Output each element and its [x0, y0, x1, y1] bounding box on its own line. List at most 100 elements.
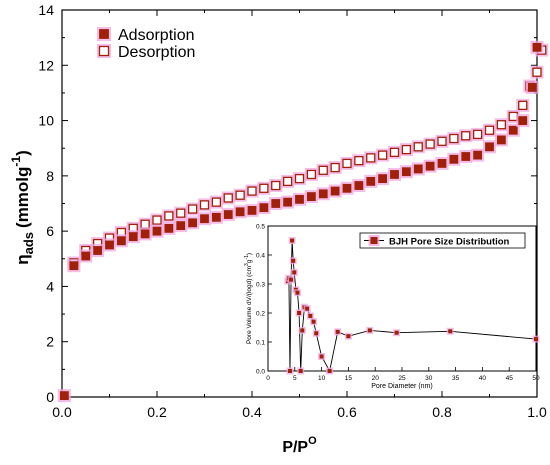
y-axis-label: ηads (mmolg-1) — [9, 150, 36, 265]
adsorption-point — [188, 218, 198, 228]
desorption-point — [461, 131, 471, 141]
y-tick-label: 10 — [38, 113, 54, 129]
inset-bjh-chart: 0 5 10 15 20 25 30 35 40 45 50 0.0 0.1 0.2 0.3 0.4 0.5 Po… — [244, 224, 540, 391]
desorption-point — [401, 144, 412, 155]
inset-legend-label: BJH Pore Size Distribution — [389, 237, 510, 248]
bjh-point — [287, 369, 292, 373]
inset-x-tick-label: 40 — [479, 375, 487, 382]
desorption-point — [152, 215, 162, 225]
desorption-point — [140, 219, 150, 229]
bjh-point — [305, 306, 310, 311]
adsorption-point — [401, 167, 411, 177]
inset-y-tick-label: 0.1 — [256, 340, 265, 347]
adsorption-point — [508, 125, 518, 135]
adsorption-point — [200, 214, 209, 224]
desorption-point — [223, 193, 233, 203]
adsorption-point — [518, 116, 528, 125]
inset-legend: BJH Pore Size Distribution — [359, 232, 526, 249]
bjh-point — [335, 329, 340, 334]
adsorption-point — [152, 226, 162, 236]
bjh-point — [311, 319, 316, 324]
desorption-point — [425, 139, 435, 149]
desorption-point — [164, 211, 174, 221]
inset-y-label-sup2: -1 — [244, 255, 250, 260]
bjh-point — [346, 334, 351, 339]
desorption-point — [282, 176, 293, 187]
x-tick-label: 0.4 — [242, 404, 262, 420]
bjh-point — [289, 277, 294, 282]
desorption-point — [496, 120, 507, 130]
inset-x-tick-label: 25 — [398, 375, 406, 382]
bjh-point — [292, 270, 297, 275]
bjh-point — [534, 337, 538, 342]
inset-x-axis-label: Pore Diameter (nm) — [371, 383, 432, 390]
adsorption-point — [449, 154, 459, 164]
adsorption-point — [164, 223, 174, 233]
x-tick-label: 0.8 — [432, 404, 452, 420]
desorption-point — [389, 147, 400, 158]
inset-y-tick-label: 0.5 — [256, 224, 265, 231]
desorption-point — [199, 200, 210, 210]
adsorption-point — [318, 189, 328, 199]
inset-legend-box — [359, 232, 526, 249]
desorption-point — [318, 165, 328, 175]
desorption-point — [235, 190, 245, 200]
inset-x-tick-label: 20 — [372, 375, 380, 382]
inset-x-tick-label: 35 — [452, 375, 460, 382]
desorption-point — [176, 208, 186, 218]
inset-y-label-sup: 3 — [244, 263, 250, 266]
adsorption-point — [342, 183, 352, 193]
desorption-point — [472, 129, 483, 140]
bjh-point — [297, 311, 302, 315]
x-axis-label-main: P/P — [282, 439, 308, 456]
inset-x-tick-label: 50 — [532, 375, 540, 382]
inset-x-tick-label: 10 — [318, 375, 326, 382]
adsorption-point — [223, 210, 233, 219]
y-tick-label: 6 — [46, 223, 54, 239]
adsorption-point — [366, 176, 376, 186]
main-isotherm-chart: 0.0 0.2 0.4 0.6 0.8 1.002468101214P/POηads(mm… — [9, 2, 549, 456]
desorption-point — [508, 111, 518, 122]
x-tick-label: 0.0 — [52, 404, 72, 420]
bjh-point — [367, 328, 372, 333]
adsorption-point — [527, 83, 537, 92]
inset-x-tick-label: 0 — [266, 375, 270, 382]
desorption-point — [437, 136, 447, 146]
desorption-point — [271, 180, 281, 191]
adsorption-point — [461, 152, 471, 161]
legend-marker-adsorption — [99, 29, 109, 39]
inset-legend-marker — [370, 237, 378, 244]
y-tick-label: 0 — [46, 389, 54, 405]
inset-x-tick-label: 30 — [425, 375, 433, 382]
adsorption-point — [306, 192, 316, 201]
adsorption-point — [283, 197, 293, 207]
adsorption-point — [330, 186, 340, 196]
desorption-point — [413, 142, 423, 152]
inset-y-axis-label: Pore Volume dV/(logd) (cm3g-1) — [244, 253, 253, 344]
legend-label-desorption: Desorption — [118, 44, 195, 61]
inset-plot-frame — [267, 225, 537, 372]
bjh-point — [319, 354, 324, 359]
desorption-point — [306, 169, 317, 180]
adsorption-point — [140, 229, 150, 239]
legend-marker-desorption — [98, 45, 110, 57]
desorption-point — [342, 158, 352, 169]
adsorption-point — [295, 194, 304, 204]
y-label-units-close: ) — [13, 150, 32, 156]
desorption-point — [354, 156, 364, 166]
inset-y-label-mid: g — [246, 259, 253, 263]
inset-y-tick-label: 0.3 — [256, 282, 265, 289]
adsorption-point — [437, 159, 447, 168]
inset-y-label-main: Pore Volume dV/(logd) (cm — [246, 266, 253, 344]
bjh-point — [448, 329, 453, 334]
legend-label-adsorption: Adsorption — [118, 27, 195, 44]
inset-y-tick-label: 0.2 — [256, 311, 265, 318]
adsorption-point — [59, 391, 69, 401]
adsorption-point — [211, 212, 221, 222]
inset-x-tick-label: 5 — [293, 375, 297, 382]
desorption-point — [247, 186, 257, 196]
adsorption-point — [259, 203, 269, 213]
bjh-point — [394, 330, 399, 335]
inset-y-tick-label: 0.0 — [256, 369, 265, 376]
